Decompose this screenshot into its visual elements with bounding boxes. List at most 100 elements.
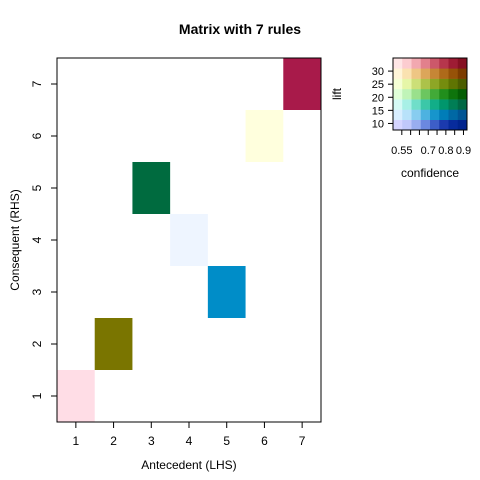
matrix-cell-1-1	[57, 370, 95, 422]
legend-swatch	[457, 99, 468, 110]
legend-swatch	[448, 78, 459, 90]
x-tick-label: 1	[73, 434, 80, 448]
x-tick-label: 5	[223, 434, 230, 448]
legend-x-tick-label: 0.7	[421, 145, 436, 157]
y-tick-label: 6	[30, 132, 44, 139]
legend-x-axis: 0.55 0.7 0.8 0.9	[391, 130, 471, 157]
cells-layer	[57, 58, 321, 422]
legend-swatch	[393, 68, 403, 79]
legend-x-tick-label: 0.9	[456, 145, 471, 157]
y-tick-label: 5	[30, 184, 44, 191]
legend-swatch	[430, 68, 440, 79]
x-tick-label: 2	[110, 434, 117, 448]
legend-swatch	[448, 109, 459, 121]
legend-swatch	[393, 58, 403, 69]
y-axis-label: Consequent (RHS)	[8, 189, 22, 290]
legend-swatch	[420, 88, 431, 100]
legend-swatch	[430, 99, 440, 110]
legend-y-tick-label: 30	[372, 66, 384, 78]
x-axis: 1 2 3 4 5 6 7	[73, 422, 306, 448]
legend-swatch	[393, 99, 403, 110]
legend-swatch	[448, 119, 459, 131]
legend-swatch	[411, 68, 422, 79]
legend-swatch	[448, 58, 459, 69]
y-tick-label: 2	[30, 340, 44, 347]
y-tick-label: 1	[30, 392, 44, 399]
x-axis-label: Antecedent (LHS)	[141, 458, 236, 472]
legend-swatch	[402, 78, 412, 90]
legend-swatch	[411, 78, 422, 90]
legend-swatch	[457, 119, 468, 131]
matrix-cell-6-6	[245, 110, 284, 162]
matrix-cell-3-5	[132, 162, 171, 214]
legend-y-tick-label: 10	[372, 118, 384, 130]
legend-swatch	[457, 58, 468, 69]
legend-swatch	[402, 99, 412, 110]
legend-swatch	[411, 58, 422, 69]
y-tick-label: 7	[30, 80, 44, 87]
legend-frame	[392, 57, 468, 131]
legend-swatch	[393, 119, 403, 131]
chart-title: Matrix with 7 rules	[179, 21, 301, 37]
legend-swatch	[420, 99, 431, 110]
x-tick-label: 3	[148, 434, 155, 448]
legend-swatch	[430, 78, 440, 90]
legend-swatch	[411, 88, 422, 100]
legend-swatch	[402, 68, 412, 79]
y-axis: 1 2 3 4 5 6 7	[30, 80, 57, 399]
matrix-cell-2-2	[94, 318, 133, 370]
legend-swatch	[393, 88, 403, 100]
legend-swatch	[411, 99, 422, 110]
legend-swatch	[457, 68, 468, 79]
legend-swatch	[411, 109, 422, 121]
legend-swatch	[420, 109, 431, 121]
legend-swatch	[393, 109, 403, 121]
matrix-cell-7-7	[283, 58, 321, 110]
legend-swatch	[402, 109, 412, 121]
legend-swatch	[448, 68, 459, 79]
legend-swatch	[420, 68, 431, 79]
legend-y-tick-label: 15	[372, 105, 384, 117]
legend-x-tick-label: 0.8	[438, 145, 453, 157]
legend-swatch	[402, 88, 412, 100]
legend-swatch	[393, 78, 403, 90]
x-tick-label: 7	[299, 434, 306, 448]
matrix-cell-4-4	[170, 214, 208, 266]
matrix-cell-5-3	[207, 266, 246, 318]
legend-swatch	[402, 119, 412, 131]
legend-swatch	[439, 119, 449, 131]
legend-x-label: confidence	[401, 166, 459, 180]
legend-swatch	[420, 78, 431, 90]
y-tick-label: 3	[30, 288, 44, 295]
legend-swatch	[457, 88, 468, 100]
legend-swatch	[430, 58, 440, 69]
legend-swatch	[420, 119, 431, 131]
legend-swatch	[439, 88, 449, 100]
legend-x-tick-label: 0.55	[391, 145, 412, 157]
x-tick-label: 4	[186, 434, 193, 448]
y-tick-label: 4	[30, 236, 44, 243]
legend-swatch	[439, 99, 449, 110]
legend-swatch	[411, 119, 422, 131]
legend-grid	[393, 58, 468, 131]
legend-swatch	[439, 68, 449, 79]
legend-swatch	[439, 109, 449, 121]
legend-swatch	[402, 58, 412, 69]
legend-swatch	[457, 78, 468, 90]
legend-swatch	[439, 78, 449, 90]
legend-swatch	[430, 119, 440, 131]
legend-y-tick-label: 25	[372, 79, 384, 91]
legend-swatch	[448, 99, 459, 110]
legend-swatch	[457, 109, 468, 121]
legend-swatch	[420, 58, 431, 69]
legend-y-label: lift	[330, 87, 344, 100]
legend-swatch	[439, 58, 449, 69]
legend-swatch	[448, 88, 459, 100]
x-tick-label: 6	[261, 434, 268, 448]
legend-swatch	[430, 88, 440, 100]
legend-swatch	[430, 109, 440, 121]
legend-y-tick-label: 20	[372, 92, 384, 104]
